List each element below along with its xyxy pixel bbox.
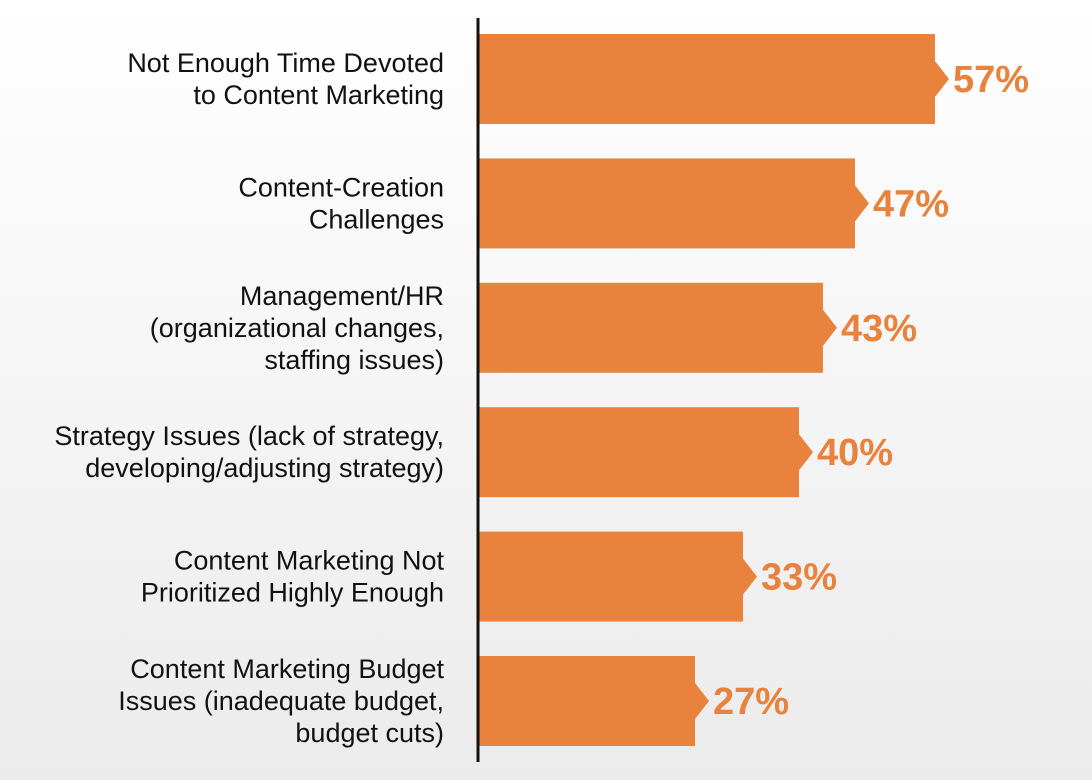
category-label-1-line-1: Not Enough Time Devoted xyxy=(127,48,444,78)
value-label-6: 27% xyxy=(713,681,789,723)
category-label-1: Not Enough Time Devoted to Content Market… xyxy=(127,48,444,110)
category-label-4-line-2: developing/adjusting strategy) xyxy=(85,453,444,483)
category-label-3-line-3: staffing issues) xyxy=(264,345,444,375)
bar-6 xyxy=(479,656,695,746)
category-label-2: Content-Creation Challenges xyxy=(238,172,444,234)
bar-2 xyxy=(479,158,855,249)
value-label-4: 40% xyxy=(817,432,893,474)
category-label-6-line-1: Content Marketing Budget xyxy=(130,654,444,684)
value-label-2: 47% xyxy=(873,183,949,225)
category-label-2-line-1: Content-Creation xyxy=(238,172,444,202)
category-label-3-line-2: (organizational changes, xyxy=(150,313,444,343)
category-label-6-line-3: budget cuts) xyxy=(295,718,444,748)
bar-pointer-1 xyxy=(935,61,949,97)
category-label-5-line-1: Content Marketing Not xyxy=(174,546,445,576)
value-labels-group: 57% 47% 43% 40% 33% 27% xyxy=(713,59,1029,723)
bar-pointer-3 xyxy=(823,309,837,346)
category-label-3: Management/HR (organizational changes, sta… xyxy=(150,281,444,375)
value-label-3: 43% xyxy=(841,308,917,350)
category-label-4-line-1: Strategy Issues (lack of strategy, xyxy=(54,421,444,451)
category-label-2-line-2: Challenges xyxy=(309,204,444,234)
bar-5 xyxy=(479,531,743,622)
category-label-3-line-1: Management/HR xyxy=(240,281,444,311)
category-label-6: Content Marketing Budget Issues (inadequa… xyxy=(118,654,444,748)
category-label-4: Strategy Issues (lack of strategy, develo… xyxy=(54,421,444,483)
value-label-1: 57% xyxy=(953,59,1029,101)
bar-3 xyxy=(479,282,823,373)
category-label-1-line-2: to Content Marketing xyxy=(193,80,444,110)
bar-pointer-2 xyxy=(855,185,869,222)
category-labels-group: Not Enough Time Devoted to Content Market… xyxy=(54,48,444,748)
category-label-5: Content Marketing Not Prioritized Highly … xyxy=(141,546,445,608)
category-label-6-line-2: Issues (inadequate budget, xyxy=(118,686,444,716)
bar-1 xyxy=(479,34,935,124)
value-label-5: 33% xyxy=(761,557,837,599)
bars-group xyxy=(479,34,949,746)
bar-pointer-4 xyxy=(799,434,813,471)
bar-pointer-6 xyxy=(695,683,709,719)
bar-4 xyxy=(479,407,799,498)
category-label-5-line-2: Prioritized Highly Enough xyxy=(141,578,444,608)
bar-pointer-5 xyxy=(743,558,757,595)
